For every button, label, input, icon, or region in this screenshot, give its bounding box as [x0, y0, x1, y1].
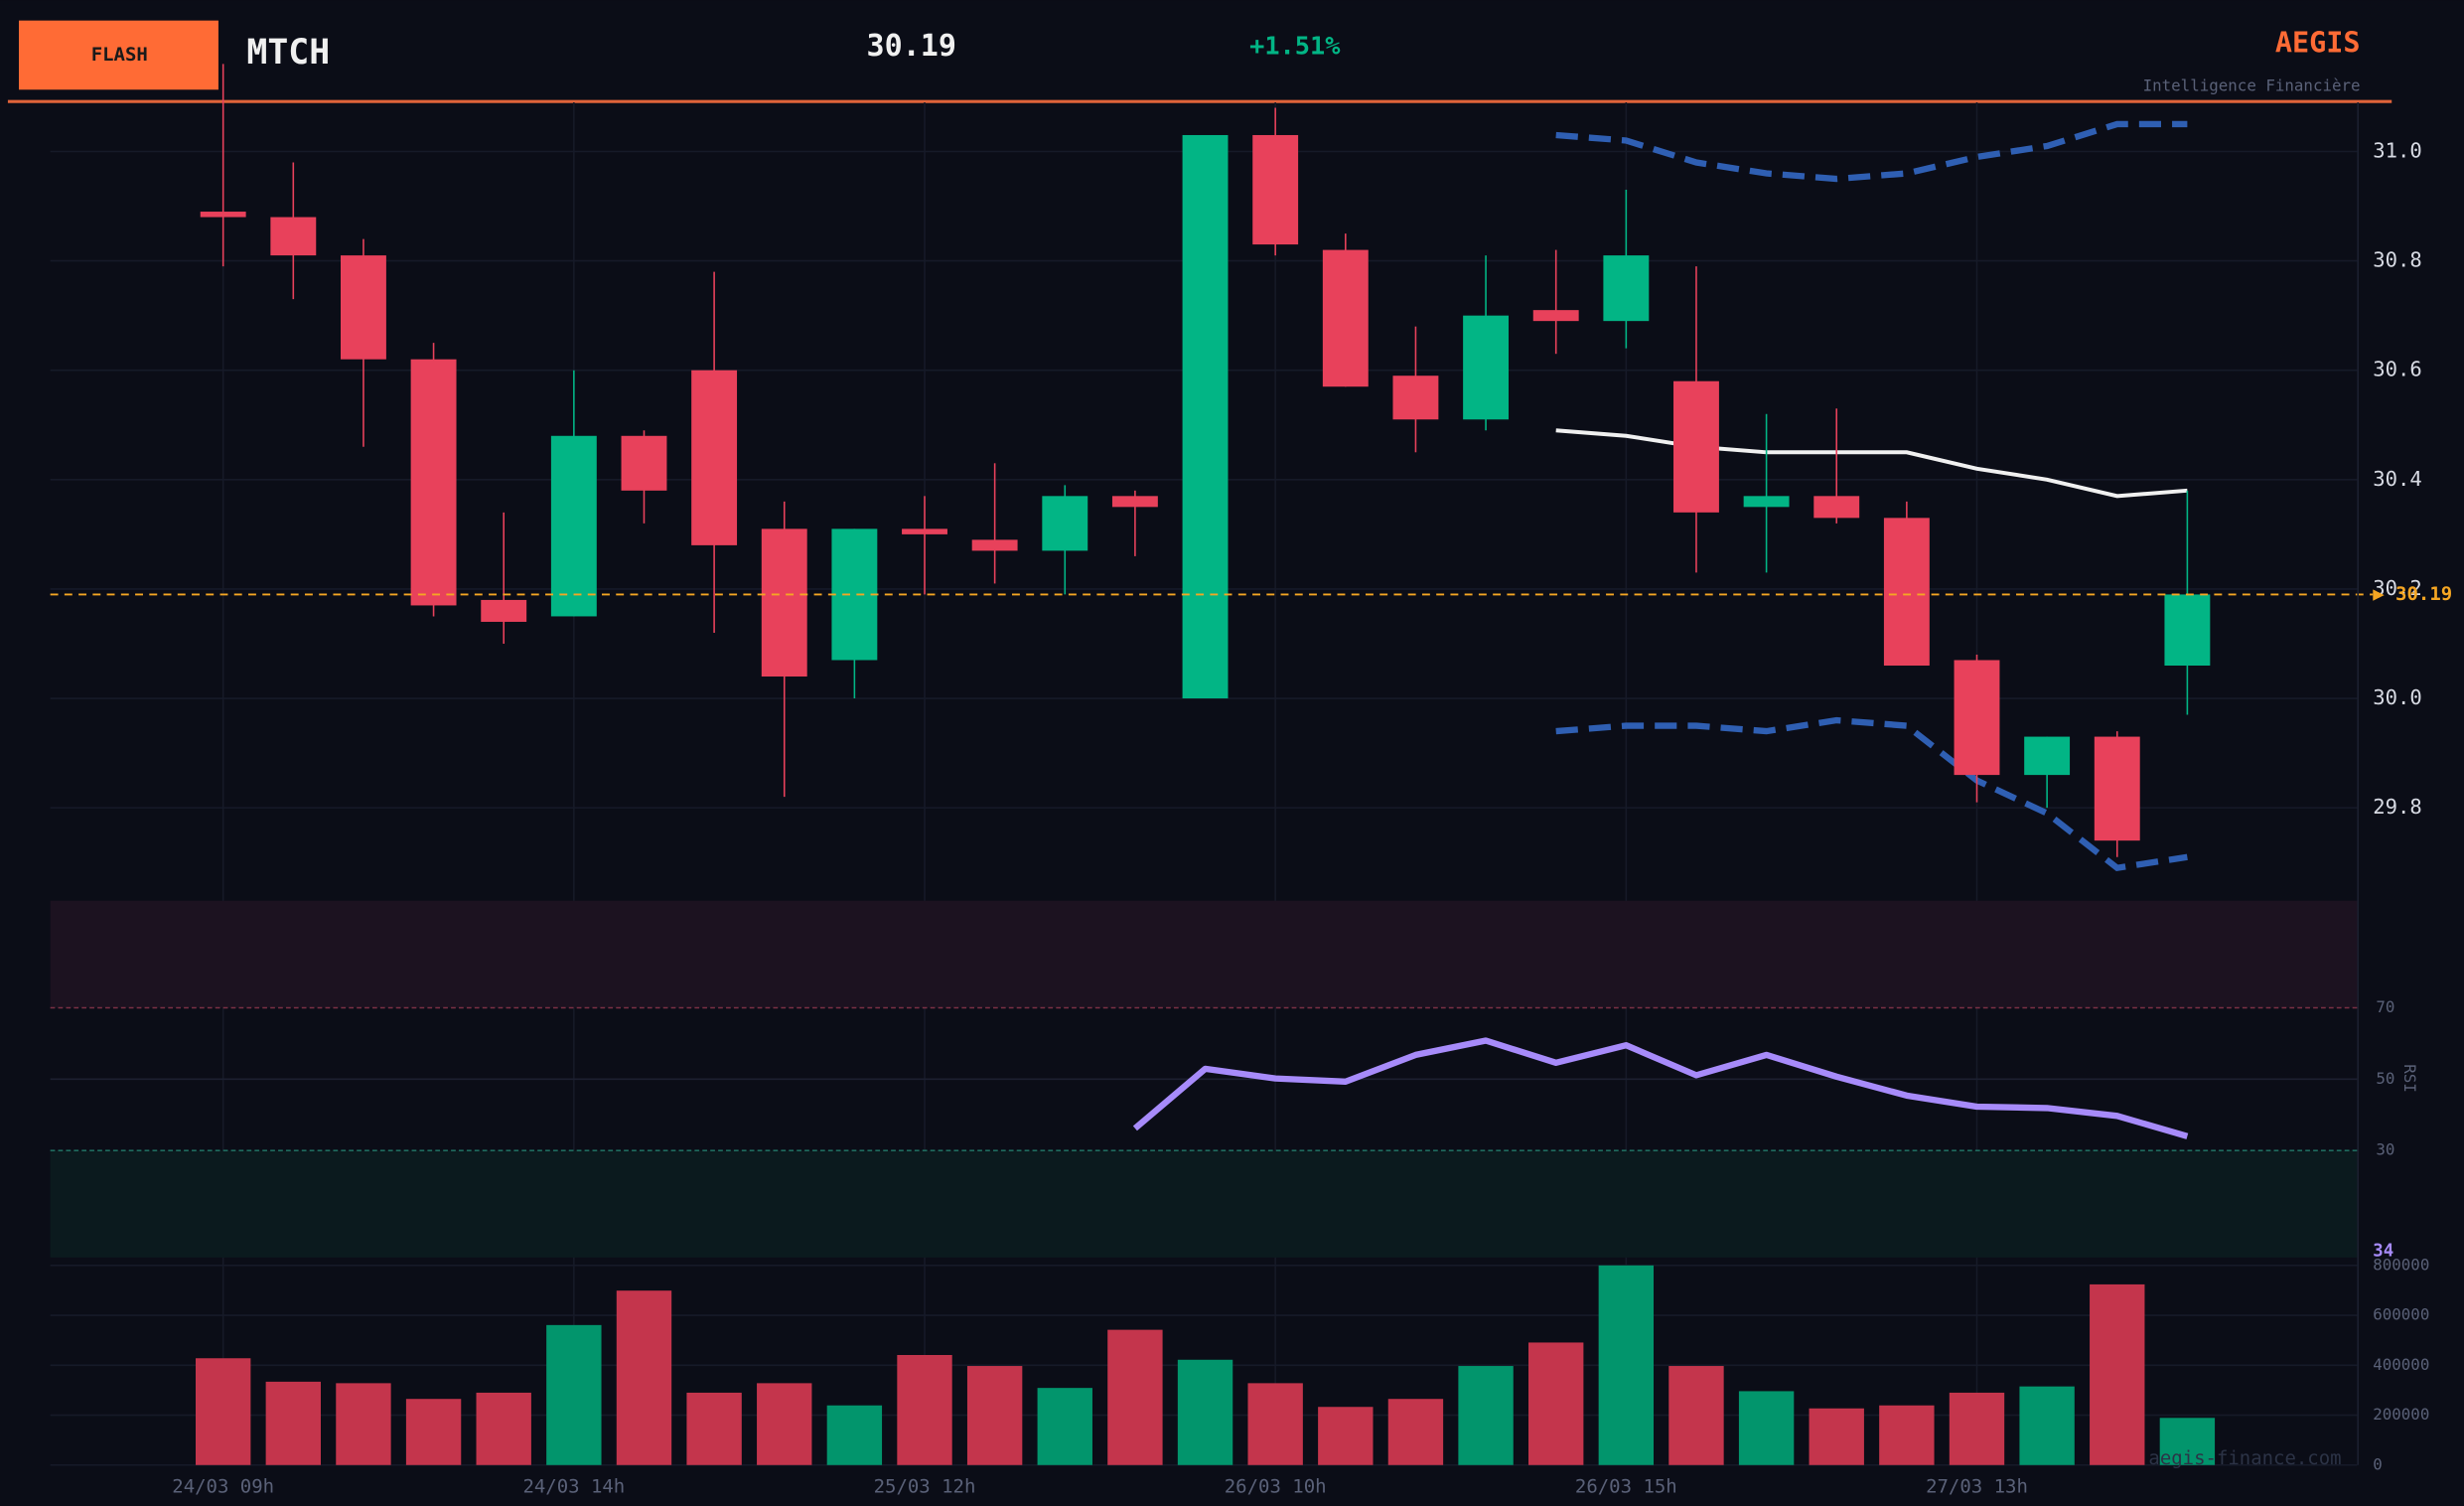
volume-bar — [1809, 1408, 1864, 1465]
candle-body — [2094, 736, 2140, 841]
overbought-zone — [50, 900, 2358, 1008]
candle-body — [1111, 496, 1158, 508]
y-tick-label: 800000 — [2373, 1255, 2429, 1274]
band-middle — [1555, 428, 2188, 499]
volume-bar — [826, 1405, 883, 1465]
volume-bar — [2159, 1418, 2216, 1465]
y-tick-label: 30.4 — [2373, 467, 2421, 491]
x-tick-label: 25/03 12h — [874, 1475, 976, 1497]
volume-bar — [1949, 1392, 2005, 1465]
y-tick-label: 50 — [2376, 1069, 2394, 1088]
candle-body — [831, 528, 878, 661]
candle-body — [1182, 134, 1229, 699]
brand: AEGIS — [2275, 26, 2361, 59]
volume-bar — [1598, 1265, 1655, 1465]
volume-bar — [1668, 1366, 1724, 1465]
symbol: MTCH — [246, 33, 330, 73]
candle-body — [550, 435, 597, 617]
rsi-last-label: 34 — [2373, 1242, 2393, 1262]
y-tick-label: 30 — [2376, 1140, 2394, 1159]
candle-body — [1392, 376, 1439, 420]
volume-bar — [476, 1392, 531, 1465]
candle-body — [1463, 315, 1510, 420]
volume-bar — [546, 1324, 602, 1465]
volume-bar — [966, 1366, 1023, 1465]
volume-bar — [1107, 1329, 1163, 1465]
x-tick-label: 24/03 09h — [172, 1475, 274, 1497]
volume-bar — [1247, 1383, 1303, 1465]
band-upper — [1555, 120, 2188, 183]
x-tick-label: 24/03 14h — [522, 1475, 625, 1497]
rsi-line — [1132, 1037, 2189, 1139]
tagline: Intelligence Financière — [2143, 76, 2361, 95]
volume-bar — [1879, 1405, 1935, 1465]
candle-body — [1673, 380, 1719, 513]
volume-bar — [195, 1358, 251, 1465]
volume-bar — [336, 1383, 391, 1465]
y-tick-label: 200000 — [2373, 1405, 2429, 1424]
y-tick-label: 600000 — [2373, 1305, 2429, 1324]
badge-text: FLASH — [91, 44, 148, 66]
candle-body — [1532, 310, 1579, 322]
y-tick-label: 30.6 — [2373, 358, 2421, 381]
candle-body — [2164, 594, 2211, 666]
volume-bar — [616, 1290, 672, 1465]
candle-body — [410, 359, 457, 606]
y-tick-label: 70 — [2376, 997, 2394, 1016]
candle-body — [761, 528, 807, 678]
band-lower — [1555, 716, 2188, 872]
y-tick-label: 30.0 — [2373, 685, 2421, 709]
candle-body — [1042, 496, 1088, 551]
volume-bar — [1037, 1388, 1092, 1465]
watermark: aegis-finance.com — [2148, 1447, 2341, 1469]
x-tick-label: 26/03 15h — [1575, 1475, 1677, 1497]
y-tick-label: 29.8 — [2373, 795, 2421, 819]
candle-body — [270, 217, 317, 256]
last-price-label: ▶ 30.19 — [2373, 583, 2452, 605]
x-tick-label: 26/03 10h — [1225, 1475, 1327, 1497]
y-tick-label: 400000 — [2373, 1355, 2429, 1374]
volume-bar — [757, 1383, 812, 1465]
volume-bar — [1528, 1342, 1584, 1465]
y-tick-label: 31.0 — [2373, 138, 2421, 162]
candle-body — [341, 255, 386, 360]
volume-bar — [686, 1392, 742, 1465]
x-tick-label: 27/03 13h — [1926, 1475, 2028, 1497]
candle-body — [200, 212, 246, 218]
candle-body — [1603, 255, 1650, 322]
volume-bar — [1458, 1366, 1514, 1465]
candle-body — [2024, 736, 2071, 776]
volume-bar — [897, 1354, 952, 1465]
candle-body — [1883, 518, 1930, 666]
y-tick-label: 30.8 — [2373, 248, 2421, 272]
volume-bar — [405, 1399, 462, 1465]
candle-body — [481, 599, 527, 622]
candle-body — [1252, 134, 1299, 245]
candle-body — [691, 370, 738, 545]
candle-body — [1322, 249, 1369, 387]
candle-body — [1954, 660, 2000, 776]
candle-body — [902, 528, 947, 534]
y-tick-label: 30.2 — [2373, 576, 2421, 600]
y-axis-label: RSI — [2400, 1064, 2419, 1093]
volume-bar — [265, 1381, 322, 1465]
volume-bar — [2090, 1283, 2145, 1465]
volume-bar — [1738, 1391, 1795, 1465]
y-tick-label: 0 — [2373, 1454, 2383, 1473]
volume-bar — [2019, 1386, 2075, 1465]
oversold-zone — [50, 1150, 2358, 1258]
candle-body — [1813, 496, 1860, 519]
badge — [18, 20, 218, 90]
candle-body — [1743, 496, 1790, 508]
volume-bar — [1318, 1407, 1374, 1465]
price: 30.19 — [866, 29, 955, 64]
volume-bar — [1387, 1399, 1444, 1465]
volume-bar — [1177, 1359, 1233, 1465]
change: +1.51% — [1249, 32, 1341, 61]
candle-body — [971, 539, 1018, 551]
candle-body — [621, 435, 667, 491]
